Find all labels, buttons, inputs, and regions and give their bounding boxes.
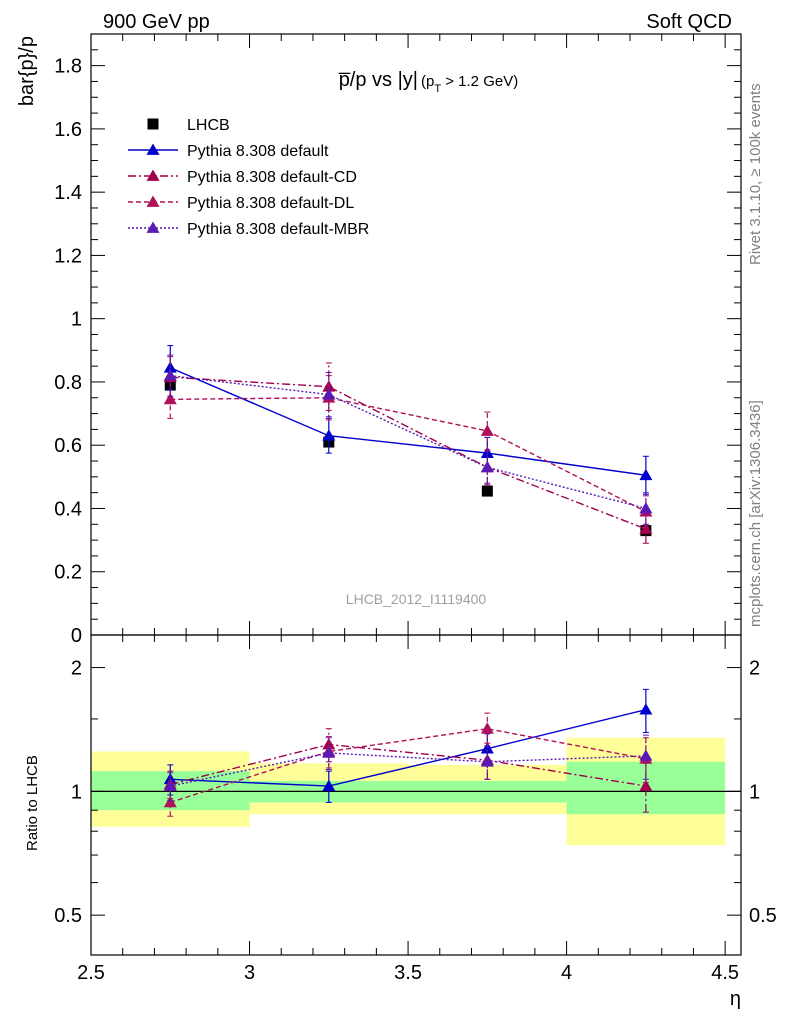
main-series-3 (163, 375, 653, 528)
main-data-point (639, 522, 653, 534)
legend-marker (146, 169, 160, 181)
main-series-0 (164, 379, 652, 537)
main-title-cuts: (pT > 1.2 GeV) (421, 73, 518, 95)
main-data-point (639, 501, 653, 514)
axis-ticks: 0 0.2 0.4 0.6 0.8 1 1.2 1.4 1.6 1.8 0.5 0.5 1 1 2 2 2.5 3… (54, 34, 777, 984)
main-data-point (480, 424, 494, 436)
main-data-point (481, 485, 493, 497)
x-tick-label: 3 (244, 962, 255, 984)
legend-entry-3: Pythia 8.308 default-DL (128, 195, 354, 212)
ratio-series-3 (163, 734, 653, 802)
main-title: p̅/p vs |y| (339, 69, 418, 91)
main-data-point (322, 429, 336, 441)
legend-marker (146, 143, 160, 155)
x-tick-label: 4.5 (711, 962, 739, 984)
main-series-line (170, 397, 647, 513)
main-y-tick-label: 1.4 (54, 182, 82, 204)
x-axis-label: η (730, 988, 741, 1010)
ratio-y-axis-label: Ratio to LHCB (24, 755, 41, 851)
ratio-y-tick-label: 1 (71, 781, 82, 803)
legend-label: LHCB (187, 117, 230, 134)
legend-entry-2: Pythia 8.308 default-CD (128, 169, 357, 186)
main-series-4 (163, 354, 653, 525)
analysis-watermark: LHCB_2012_I1119400 (346, 591, 487, 607)
main-y-tick-label: 1 (71, 309, 82, 331)
legend-marker (146, 221, 160, 233)
legend: LHCB Pythia 8.308 default Pythia 8.308 def… (128, 117, 369, 238)
main-data-point (322, 388, 336, 400)
header-left: 900 GeV pp (103, 11, 210, 33)
ratio-series-line (170, 708, 647, 787)
main-y-tick-label: 0.2 (54, 562, 82, 584)
legend-label: Pythia 8.308 default-CD (187, 169, 357, 186)
ratio-data-point (163, 795, 177, 808)
main-series-line (170, 374, 647, 510)
ratio-data-point (322, 779, 336, 791)
main-data-point (480, 460, 494, 473)
main-y-tick-label: 1.6 (54, 119, 82, 141)
ratio-data-point (480, 722, 494, 734)
mcplots-reference-label: mcplots.cern.ch [arXiv:1306.3436] (747, 400, 764, 627)
main-series-line (170, 376, 647, 530)
ratio-y-tick-label: 2 (71, 658, 82, 680)
ratio-series-line (170, 752, 646, 787)
main-series-2 (163, 356, 653, 544)
header-right: Soft QCD (646, 11, 732, 33)
main-data-point (163, 392, 177, 405)
main-y-tick-label: 1.2 (54, 245, 82, 267)
x-tick-label: 4 (561, 962, 572, 984)
y-axis-label: bar{p}/p (16, 36, 38, 106)
ratio-plot-frame (90, 634, 742, 956)
main-data-point (639, 468, 653, 481)
legend-entry-0: LHCB (147, 117, 230, 134)
ratio-y-tick-label-right: 1 (749, 781, 760, 803)
ratio-data-point (480, 742, 494, 754)
ratio-data-point (639, 703, 653, 715)
ratio-y-tick-label-right: 0.5 (749, 905, 777, 927)
legend-label: Pythia 8.308 default (187, 143, 329, 160)
ratio-series-line (170, 743, 646, 787)
ratio-data-point (163, 779, 177, 791)
main-series-1 (163, 345, 653, 495)
main-series-line (169, 367, 646, 476)
x-tick-label: 2.5 (77, 962, 105, 984)
ratio-data-point (639, 749, 653, 761)
ratio-data-point (639, 779, 653, 791)
legend-marker (147, 118, 159, 130)
main-y-tick-label: 0.6 (54, 435, 82, 457)
legend-label: Pythia 8.308 default-DL (187, 195, 354, 212)
main-y-tick-label: 1.8 (54, 56, 82, 78)
main-y-tick-label: 0 (71, 625, 82, 647)
main-data-point (163, 369, 177, 381)
rivet-version-label: Rivet 3.1.10, ≥ 100k events (747, 83, 764, 265)
legend-entry-1: Pythia 8.308 default (128, 143, 329, 160)
data-series (163, 345, 653, 817)
main-y-tick-label: 0.8 (54, 372, 82, 394)
legend-entry-4: Pythia 8.308 default-MBR (128, 221, 369, 238)
x-tick-label: 3.5 (394, 962, 422, 984)
ratio-data-point (322, 746, 336, 758)
legend-label: Pythia 8.308 default-MBR (187, 221, 369, 238)
ratio-data-point (480, 755, 494, 767)
ratio-y-tick-label: 0.5 (54, 905, 82, 927)
ratio-y-tick-label-right: 2 (749, 658, 760, 680)
ratio-series-line (170, 728, 647, 804)
legend-marker (146, 195, 160, 207)
main-y-tick-label: 0.4 (54, 498, 82, 520)
